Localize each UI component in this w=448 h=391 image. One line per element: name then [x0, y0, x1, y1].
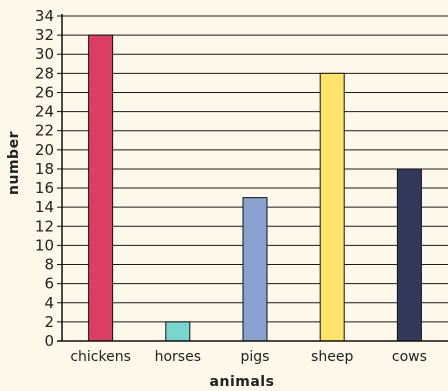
- bar-pigs: [242, 197, 268, 342]
- y-axis-title: number: [6, 131, 22, 195]
- y-tick-label: 34: [35, 7, 54, 25]
- x-tick-label-cows: cows: [392, 349, 427, 365]
- bar-chickens: [88, 34, 114, 342]
- y-tick-label: 12: [35, 217, 54, 235]
- y-tick-label: 30: [35, 45, 54, 63]
- bar-sheep: [319, 72, 345, 342]
- x-tick-label-pigs: pigs: [241, 349, 270, 365]
- y-tick-label: 10: [35, 236, 54, 254]
- x-axis-title: animals: [210, 374, 275, 390]
- y-tick-label: 26: [35, 83, 54, 101]
- bars: [88, 34, 422, 342]
- y-tick-label: 4: [44, 294, 54, 312]
- bar-cows: [396, 168, 422, 342]
- y-tick-label: 0: [44, 332, 54, 350]
- bar-horses: [165, 321, 191, 342]
- x-tick-label-chickens: chickens: [70, 349, 131, 365]
- y-tick-label: 28: [35, 64, 54, 82]
- y-tick-label: 6: [44, 275, 54, 293]
- y-tick-label: 2: [44, 313, 54, 331]
- y-tick-label: 18: [35, 160, 54, 178]
- y-tick-label: 14: [35, 198, 54, 216]
- y-tick-label: 24: [35, 103, 54, 121]
- y-tick-label: 8: [44, 256, 54, 274]
- x-tick-label-sheep: sheep: [311, 349, 353, 365]
- y-tick-label: 20: [35, 141, 54, 159]
- y-tick-label: 32: [35, 26, 54, 44]
- y-tick-label: 22: [35, 122, 54, 140]
- y-tick-label: 16: [35, 179, 54, 197]
- x-tick-label-horses: horses: [155, 349, 201, 365]
- x-axis-tick-labels: chickens horses pigs sheep cows: [70, 349, 427, 365]
